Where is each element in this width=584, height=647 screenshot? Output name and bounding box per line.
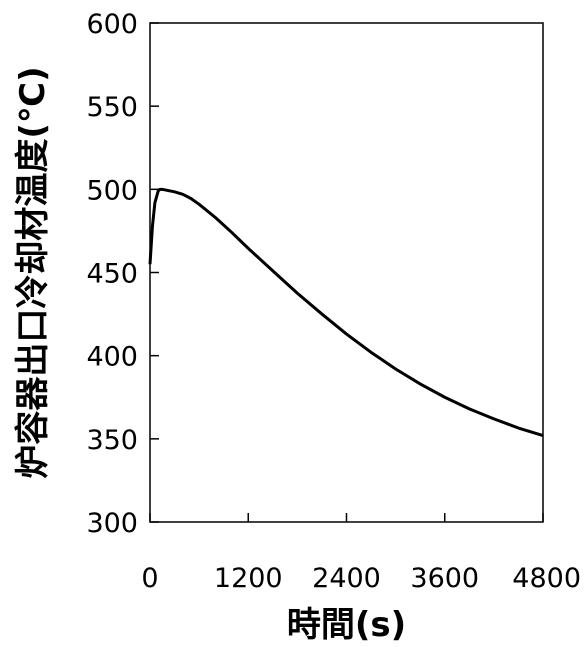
x-tick-label: 4800 [512, 563, 581, 594]
x-axis-tick-labels: 0 1200 2400 3600 4800 [141, 563, 581, 594]
x-tick-label: 3600 [410, 563, 479, 594]
y-tick-label: 450 [86, 259, 138, 290]
y-tick-label: 500 [86, 175, 138, 206]
x-tick-label: 2400 [312, 563, 381, 594]
x-tick-label: 1200 [214, 563, 283, 594]
y-axis-title: 炉容器出口冷却材温度(℃) [13, 66, 53, 478]
x-axis-title: 時間(s) [287, 605, 406, 645]
series-line [148, 187, 544, 437]
y-tick-label: 350 [86, 425, 138, 456]
x-tick-label: 0 [141, 563, 158, 594]
y-axis-tick-labels: 300 350 400 450 500 550 600 [86, 9, 138, 539]
y-tick-label: 400 [86, 342, 138, 373]
plot-frame [149, 22, 544, 523]
y-axis-ticks [150, 22, 159, 523]
y-tick-label: 300 [86, 508, 138, 539]
y-tick-label: 600 [86, 9, 138, 40]
x-axis-ticks [149, 513, 544, 522]
y-tick-label: 550 [86, 92, 138, 123]
